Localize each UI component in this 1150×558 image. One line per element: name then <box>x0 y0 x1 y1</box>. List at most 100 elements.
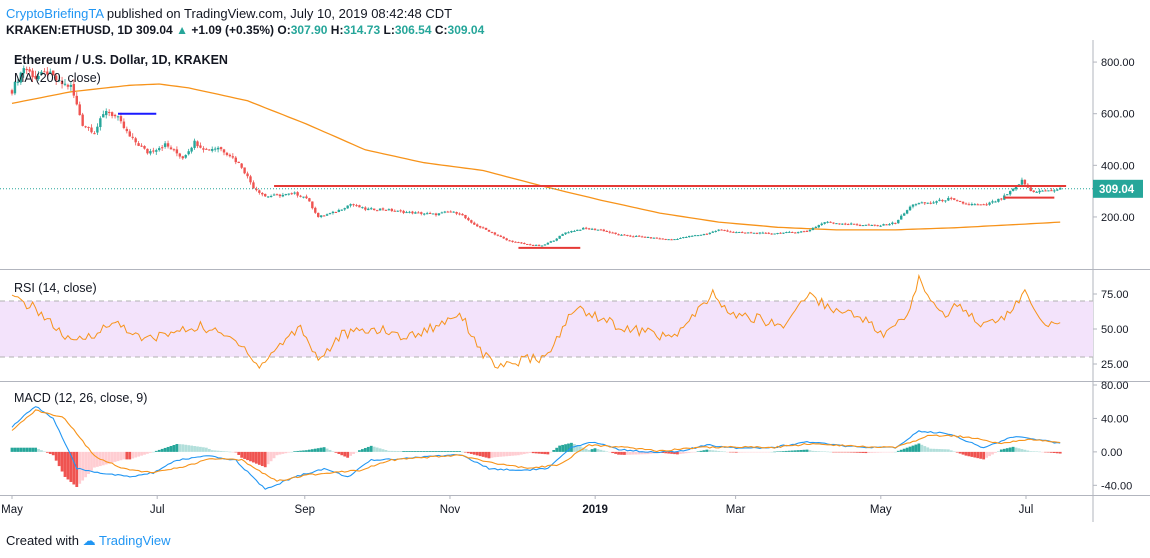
candle-body <box>370 208 373 210</box>
macd-histogram-bar <box>999 449 1003 452</box>
candle-body <box>870 224 873 226</box>
macd-histogram-bar <box>614 451 618 454</box>
candle-body <box>743 232 747 234</box>
candle-body <box>552 240 555 242</box>
macd-histogram-bar <box>287 451 291 453</box>
candle-body <box>611 232 614 234</box>
macd-histogram-bar <box>307 449 311 452</box>
candle-body <box>785 232 788 234</box>
candle-body <box>699 234 703 236</box>
macd-histogram-bar <box>970 451 974 457</box>
tradingview-brand[interactable]: TradingView <box>99 533 171 548</box>
candle-body <box>131 136 134 138</box>
candle-body <box>738 231 741 233</box>
macd-histogram-bar <box>561 444 565 452</box>
macd-histogram-bar <box>381 449 385 452</box>
macd-histogram-bar <box>755 451 759 453</box>
candle-body <box>231 156 235 158</box>
macd-histogram-bar <box>799 449 803 452</box>
candle-body <box>905 210 909 214</box>
macd-histogram-bar <box>369 445 373 452</box>
candle-body <box>720 229 723 231</box>
macd-histogram-bar <box>87 451 90 475</box>
candle-body <box>726 230 729 232</box>
macd-histogram-bar <box>599 449 603 452</box>
candle-body <box>979 204 982 206</box>
macd-histogram-bar <box>134 451 138 458</box>
candle-body <box>932 202 935 204</box>
macd-histogram-bar <box>605 451 609 452</box>
candle-body <box>99 118 102 128</box>
candle-body <box>358 205 361 208</box>
macd-histogram-bar <box>1032 451 1036 452</box>
macd-histogram-bar <box>425 451 429 452</box>
candle-body <box>43 71 46 73</box>
macd-histogram-bar <box>266 451 270 465</box>
macd-histogram-bar <box>690 451 694 453</box>
macd-histogram-bar <box>360 449 364 452</box>
candle-body <box>820 223 823 226</box>
candle-body <box>28 69 31 72</box>
macd-histogram-bar <box>699 450 703 452</box>
open-value: 307.90 <box>290 23 328 37</box>
macd-histogram-bar <box>1005 448 1009 452</box>
macd-histogram-bar <box>996 451 1000 452</box>
macd-histogram-bar <box>275 451 279 456</box>
time-axis[interactable]: May Jul Sep Nov 2019 Mar May Jul <box>1 495 1033 516</box>
macd-histogram-bar <box>608 451 612 453</box>
macd-histogram-bar <box>352 451 355 454</box>
macd-histogram-bar <box>481 451 485 457</box>
macd-histogram-bar <box>726 451 729 453</box>
macd-histogram-bar <box>193 446 196 452</box>
macd-histogram-bar <box>885 451 888 453</box>
macd-histogram-bar <box>864 451 868 454</box>
candle-body <box>531 244 535 246</box>
macd-histogram-bar <box>231 451 235 453</box>
macd-histogram-bar <box>758 451 762 453</box>
candle-body <box>246 173 249 177</box>
chart-frame <box>0 40 1150 522</box>
candle-body <box>749 232 753 234</box>
candle-body <box>493 232 497 235</box>
macd-histogram-bar <box>846 451 850 453</box>
candle-body <box>708 232 712 235</box>
macd-histogram-bar <box>964 451 968 456</box>
candle-body <box>205 148 208 150</box>
macd-histogram-bar <box>1038 451 1042 453</box>
macd-histogram-bar <box>505 451 509 457</box>
candle-body <box>658 238 661 240</box>
macd-histogram-bar <box>723 451 726 453</box>
candle-body <box>364 207 367 210</box>
candle-body <box>549 241 553 243</box>
candle-body <box>222 149 226 153</box>
candle-body <box>570 231 573 233</box>
candle-body <box>947 197 950 201</box>
candle-body <box>134 138 137 143</box>
macd-histogram-bar <box>673 451 676 455</box>
candle-body <box>997 198 1000 202</box>
macd-histogram-bar <box>890 451 894 453</box>
author-link[interactable]: CryptoBriefingTA <box>6 6 104 21</box>
macd-histogram-bar <box>237 451 241 455</box>
price-pane[interactable]: 800.00 600.00 400.00 200.00 309.04 <box>0 57 1143 249</box>
candle-body <box>314 207 317 213</box>
macd-histogram-bar <box>743 451 747 453</box>
candle-body <box>10 90 14 94</box>
candle-body <box>973 204 977 206</box>
candle-body <box>879 225 882 227</box>
macd-histogram-bar <box>466 451 470 454</box>
macd-histogram-bar <box>943 449 947 452</box>
macd-histogram-bar <box>184 444 188 452</box>
candle-body <box>950 197 953 199</box>
macd-histogram-bar <box>835 451 838 453</box>
macd-histogram-bar <box>517 451 520 456</box>
candle-body <box>529 244 532 246</box>
macd-histogram-bar <box>45 451 49 453</box>
candle-body <box>116 116 120 118</box>
rsi-pane[interactable]: 75.00 50.00 25.00 <box>0 273 1129 371</box>
macd-pane[interactable]: 80.00 40.00 0.00 -40.00 <box>10 380 1133 492</box>
candle-body <box>446 211 449 213</box>
time-tick-label: Mar <box>726 504 746 516</box>
chart-canvas[interactable]: 800.00 600.00 400.00 200.00 309.04 75.00 50.0… <box>0 40 1150 522</box>
macd-histogram-bar <box>411 451 414 452</box>
